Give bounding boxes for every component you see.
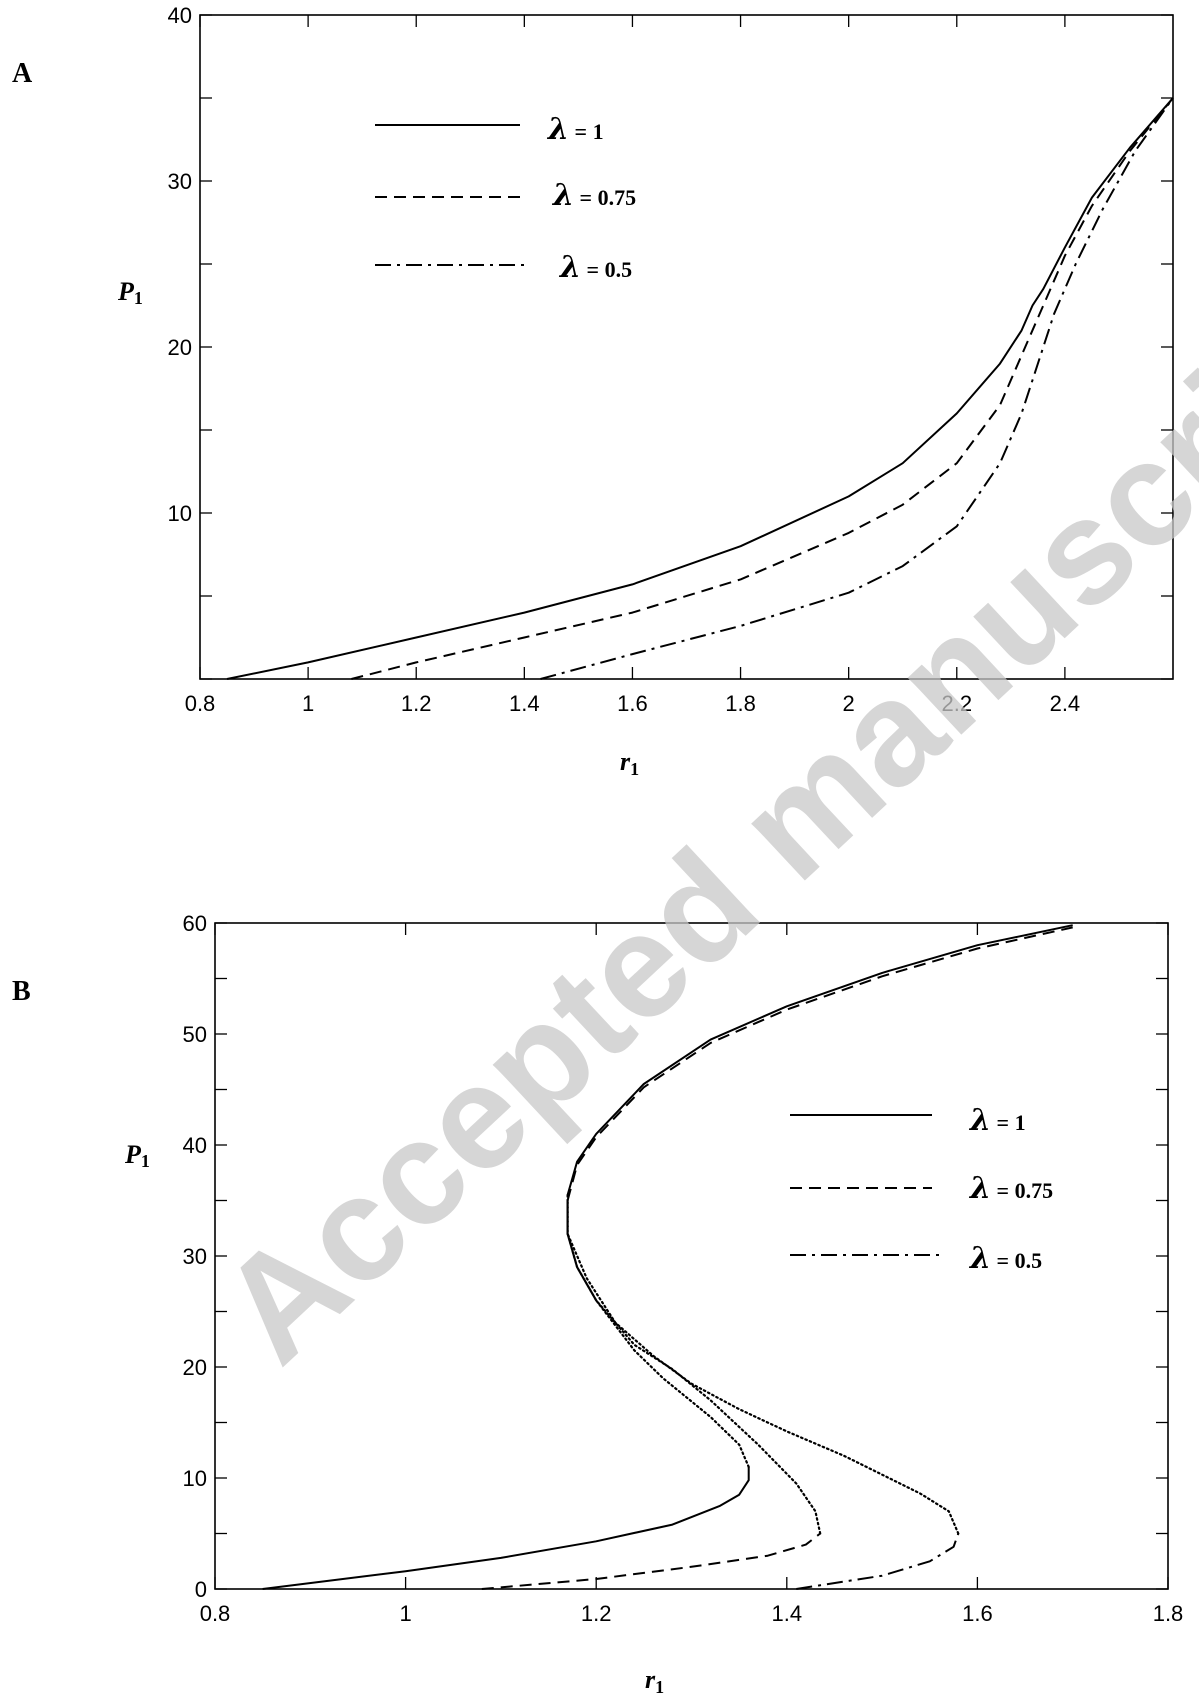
- x-tick-label: 1.6: [962, 1601, 993, 1626]
- panel-b-y-axis-label: P1: [124, 1140, 150, 1171]
- x-tick-label: 1: [302, 691, 314, 716]
- x-tick-label: 1.8: [1153, 1601, 1184, 1626]
- x-tick-label: 1.4: [772, 1601, 803, 1626]
- y-tick-label: 30: [183, 1244, 207, 1269]
- series-line-1: [226, 97, 1174, 680]
- upper-branch-dashed: [566, 926, 1073, 1201]
- legend-a-label-1: λ = 1: [546, 112, 604, 147]
- y-tick-label: 50: [183, 1022, 207, 1047]
- x-tick-label: 1.8: [725, 691, 756, 716]
- legend-b-label-3: λ = 0.5: [968, 1241, 1042, 1276]
- upper-branch: [566, 924, 1073, 1196]
- panel-a-y-tick-labels: 10 20 30 40: [168, 3, 192, 526]
- panel-b: B 0.8 1 1.2 1.4 1.6 1.8 0 10 20 30 40 50 60 r1 P1 λ…: [12, 911, 1183, 1697]
- panel-a-x-axis-label: r1: [620, 747, 639, 779]
- y-tick-label: 10: [183, 1466, 207, 1491]
- legend-a-label-2: λ = 0.75: [551, 178, 636, 213]
- series-line-2: [351, 97, 1174, 680]
- y-tick-label: 10: [168, 501, 192, 526]
- panel-b-x-tick-labels: 0.8 1 1.2 1.4 1.6 1.8: [200, 1601, 1184, 1626]
- x-tick-label: 2: [843, 691, 855, 716]
- x-tick-label: 0.8: [185, 691, 216, 716]
- panel-b-x-axis-label: r1: [645, 1665, 664, 1697]
- panel-b-ticks: [214, 922, 1169, 1590]
- series-line-3: [796, 1533, 960, 1590]
- panel-b-legend: λ = 1 λ = 0.75 λ = 0.5: [790, 1103, 1053, 1276]
- panel-a-x-tick-labels: 0.8 1 1.2 1.4 1.6 1.8 2 2.2 2.4: [185, 691, 1080, 716]
- y-tick-label: 40: [183, 1133, 207, 1158]
- series-line-1: [262, 1466, 750, 1590]
- y-tick-label: 0: [195, 1577, 207, 1602]
- unstable-branch-2: [566, 1199, 822, 1535]
- panel-a-y-axis-label: P1: [117, 277, 143, 308]
- x-tick-label: 1.6: [617, 691, 648, 716]
- y-tick-label: 20: [183, 1355, 207, 1380]
- panel-a-label: A: [12, 58, 33, 89]
- panel-b-y-tick-labels: 0 10 20 30 40 50 60: [183, 911, 207, 1602]
- unstable-branch-1: [566, 1193, 750, 1468]
- panel-a-series: [226, 97, 1174, 680]
- x-tick-label: 1.2: [401, 691, 432, 716]
- panel-b-series: [262, 924, 1073, 1590]
- x-tick-label: 1.4: [509, 691, 540, 716]
- legend-a-label-3: λ = 0.5: [558, 250, 632, 285]
- panel-b-label: B: [12, 976, 31, 1007]
- legend-b-label-1: λ = 1: [968, 1103, 1026, 1138]
- y-tick-label: 60: [183, 911, 207, 936]
- y-tick-label: 20: [168, 335, 192, 360]
- x-tick-label: 1: [399, 1601, 411, 1626]
- x-tick-label: 2.4: [1050, 691, 1081, 716]
- y-tick-label: 30: [168, 169, 192, 194]
- panel-a: A 0.8 1 1.2 1.4 1.6 1.8 2 2.2 2.4 10 20 30 40 r1 P1…: [12, 3, 1174, 779]
- legend-b-label-2: λ = 0.75: [968, 1171, 1053, 1206]
- x-tick-label: 0.8: [200, 1601, 231, 1626]
- panel-a-legend: λ = 1 λ = 0.75 λ = 0.5: [375, 112, 636, 285]
- panel-a-ticks: [199, 14, 1173, 680]
- unstable-branch-3: [566, 1199, 960, 1535]
- x-tick-label: 2.2: [941, 691, 972, 716]
- y-tick-label: 40: [168, 3, 192, 28]
- watermark-text: Accepted manuscript: [189, 246, 1199, 1393]
- series-line-2: [481, 1532, 821, 1590]
- x-tick-label: 1.2: [581, 1601, 612, 1626]
- series-line-3: [540, 97, 1174, 680]
